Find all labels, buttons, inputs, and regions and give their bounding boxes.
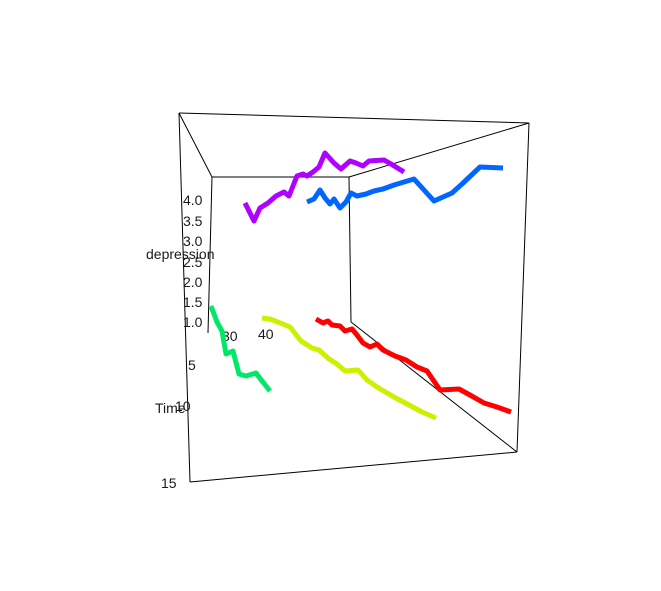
series-line-5 [314,316,512,415]
y-tick-4-0: 4.0 [183,192,203,208]
series-layer [208,150,512,421]
time-axis-title: Time [155,400,186,416]
series-line-4 [261,315,437,421]
x-tick-labels: 30 40 [222,326,274,344]
box-edge-inner-left [207,176,213,334]
time-tick-10: 10 [175,398,191,414]
depression-tick-labels: 4.0 3.5 3.0 2.5 2.0 1.5 1.0 [183,192,203,330]
time-tick-5: 5 [188,357,196,373]
box-edge-bottom [189,451,518,483]
y-tick-1-5: 1.5 [183,294,203,310]
x-tick-40: 40 [258,326,274,342]
box-edge-right [516,122,530,453]
series-line-2 [306,164,504,211]
series-line-3 [208,305,272,393]
box-edge-top-left [178,112,213,178]
y-tick-3-0: 3.0 [183,233,203,249]
y-tick-1-0: 1.0 [183,314,203,330]
box-edge-inner-vertical [348,176,352,323]
y-tick-2-5: 2.5 [183,254,203,270]
time-tick-15: 15 [161,475,177,491]
y-tick-3-5: 3.5 [183,213,203,229]
y-tick-2-0: 2.0 [183,274,203,290]
box-edge-inner-diagonal [348,122,530,178]
depression-axis-title: depression [146,246,215,262]
time-tick-labels: 5 10 15 [161,357,196,491]
box-edge-top-back [178,112,530,124]
series-line-1 [242,150,406,224]
box-edge-left [178,112,191,483]
